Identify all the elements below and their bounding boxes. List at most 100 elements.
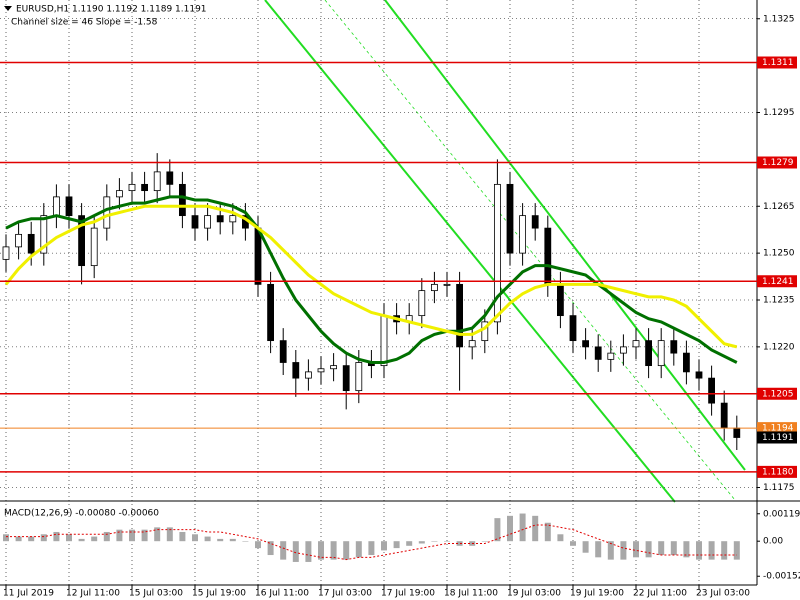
candle-body (544, 227, 552, 285)
candle-body (166, 171, 174, 185)
macd-bar (66, 534, 72, 542)
last-price-label: 1.1191 (762, 433, 794, 443)
macd-bar (532, 515, 539, 542)
candle-body (493, 183, 501, 323)
macd-bar (179, 531, 186, 542)
macd-bar (318, 541, 324, 560)
candle-body (468, 340, 476, 348)
level-label: 1.1180 (762, 467, 794, 477)
macd-bar (154, 527, 161, 542)
candle-body (204, 215, 212, 229)
macd-bar (683, 541, 690, 558)
macd-bar (15, 536, 22, 542)
macd-bar (393, 541, 400, 549)
macd-bar (633, 541, 639, 558)
x-tick-label: 17 Jul 19:00 (381, 589, 435, 599)
candle-body (380, 315, 388, 367)
macd-bar (418, 541, 425, 544)
channel-line (264, 0, 676, 503)
macd-bar (481, 541, 488, 542)
macd-bar (53, 531, 60, 542)
macd-bar (292, 541, 299, 562)
candle-body (557, 283, 564, 317)
candle-body (443, 283, 451, 286)
macd-bar (91, 536, 98, 542)
x-tick-label: 12 Jul 11:00 (66, 589, 120, 599)
candle-body (267, 283, 275, 342)
macd-bar (494, 518, 501, 542)
y-tick-label: 1.1250 (763, 249, 795, 259)
y-tick-label: 1.1265 (763, 202, 795, 212)
level-tag (757, 275, 797, 288)
macd-bar (557, 534, 564, 542)
candle-body (695, 371, 703, 379)
candle-body (141, 183, 149, 192)
y-tick-label: 1.1325 (763, 14, 795, 24)
x-tick-label: 11 Jul 2019 (3, 589, 54, 599)
macd-bar (141, 529, 148, 542)
y-tick-label: 0.00 (763, 537, 783, 547)
macd-bar (129, 529, 135, 542)
candle-body (304, 371, 312, 379)
macd-bar (381, 541, 387, 551)
macd-bar (280, 541, 287, 560)
macd-bar (708, 541, 715, 560)
candle-body (254, 227, 262, 285)
macd-bar (645, 541, 652, 558)
candle-body (519, 215, 526, 254)
macd-bar (620, 541, 627, 560)
menu-arrow[interactable] (4, 6, 12, 11)
macd-bar (544, 522, 551, 542)
chart-subtitle: Channel size = 46 Slope = -1.58 (11, 18, 158, 28)
macd-bar (607, 541, 614, 560)
x-tick-label: 23 Jul 03:00 (696, 589, 750, 599)
candle-body (2, 246, 10, 260)
candle-body (65, 196, 73, 217)
macd-bar (456, 541, 463, 546)
x-tick-label: 19 Jul 03:00 (507, 589, 561, 599)
macd-bar (595, 541, 602, 558)
candle-body (645, 340, 652, 367)
x-tick-label: 16 Jul 11:00 (255, 589, 309, 599)
channel-line (384, 0, 746, 471)
candle-body (594, 346, 602, 360)
x-tick-label: 22 Jul 11:00 (633, 589, 687, 599)
macd-bar (217, 538, 224, 542)
macd-bar (696, 541, 702, 560)
macd-bar (3, 534, 9, 542)
candle-body (456, 283, 464, 348)
candle-body (683, 352, 690, 373)
candle-body (733, 427, 741, 438)
level-tag (757, 156, 797, 169)
regression-channel (264, 0, 746, 503)
level-tag (757, 465, 797, 478)
level-label: 1.1311 (762, 58, 794, 68)
candle-body (582, 340, 589, 348)
x-tick-label: 19 Jul 19:00 (570, 589, 624, 599)
macd-bar (519, 513, 526, 542)
macd-bar (670, 541, 677, 556)
candle-body (430, 283, 438, 292)
macd-bar (570, 541, 576, 546)
candle-body (342, 365, 350, 392)
chart-title: EURUSD,H1 1.1190 1.1192 1.1189 1.1191 (16, 5, 207, 15)
level-tag (757, 387, 797, 400)
candle-body (90, 227, 98, 267)
macd-bar (40, 534, 47, 542)
macd-bar (444, 541, 450, 542)
macd-bar (343, 541, 350, 560)
candle-body (103, 196, 111, 229)
macd-bar (507, 515, 513, 542)
macd-bar (733, 541, 740, 560)
macd-bar (305, 541, 312, 562)
candle-body (153, 171, 161, 192)
candle-body (720, 402, 728, 429)
candle-body (708, 377, 715, 404)
moving-average (4, 204, 738, 349)
candle-body (178, 183, 186, 217)
last-price-tag (757, 431, 797, 444)
moving-average (5, 195, 738, 364)
macd-bar (658, 541, 665, 556)
candle-body (317, 368, 325, 373)
